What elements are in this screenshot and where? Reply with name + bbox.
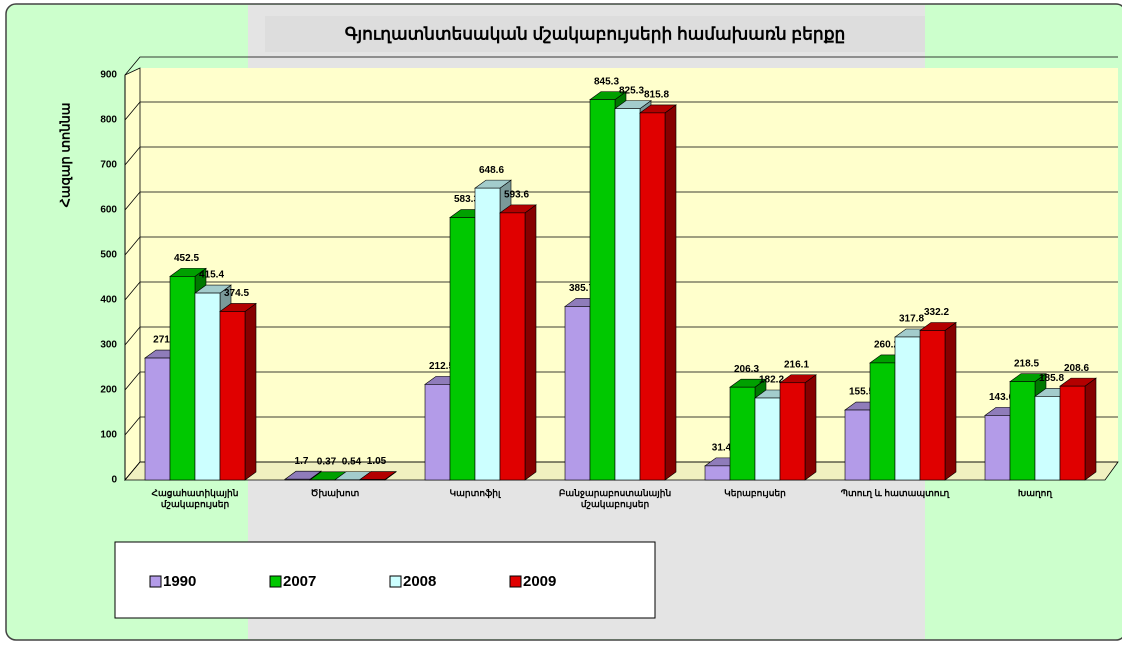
legend-label: 2008: [403, 573, 436, 590]
y-tick-label: 800: [100, 115, 117, 126]
data-label: 317.8: [899, 314, 924, 325]
x-tick-label-box: Պտուղ և հատապտուղ: [830, 488, 960, 528]
y-tick-label: 0: [111, 475, 117, 486]
y-tick-label: 100: [100, 430, 117, 441]
bar-side: [1085, 378, 1096, 480]
x-tick-label-box: Կարտոֆիլ: [410, 488, 540, 528]
legend-label: 2009: [523, 573, 556, 590]
data-label: 845.3: [594, 76, 619, 87]
bar-front: [565, 306, 590, 480]
bar-front: [730, 387, 755, 480]
data-label: 185.8: [1039, 373, 1064, 384]
bar-front: [1060, 386, 1085, 480]
bar-front: [220, 311, 245, 480]
bar: [640, 105, 676, 480]
bar-front: [1010, 382, 1035, 480]
x-tick-label: Խաղող: [970, 488, 1100, 499]
bar-side: [525, 205, 536, 480]
bar-front: [780, 383, 805, 480]
data-label: 206.3: [734, 364, 759, 375]
x-tick-label-box: Խաղող: [970, 488, 1100, 528]
data-label: 1.05: [367, 456, 387, 467]
y-tick-label: 300: [100, 340, 117, 351]
data-label: 593.6: [504, 190, 529, 201]
data-label: 0.54: [342, 456, 362, 467]
side-wall: [125, 68, 140, 480]
bar: [780, 375, 816, 480]
data-label: 216.1: [784, 359, 809, 370]
bar-front: [145, 358, 170, 480]
x-tick-label: Կարտոֆիլ: [410, 488, 540, 499]
bar-side: [945, 323, 956, 480]
x-tick-label: Բանջարաբոստանային մշակաբույսեր: [550, 488, 680, 510]
bar-front: [590, 100, 615, 480]
legend-swatch: [270, 576, 281, 587]
x-tick-label-box: Բանջարաբոստանային մշակաբույսեր: [550, 488, 680, 528]
bar-front: [1035, 396, 1060, 480]
bar-front: [640, 113, 665, 480]
data-label: 31.4: [712, 443, 732, 454]
data-label: 648.6: [479, 165, 504, 176]
data-label: 271: [153, 335, 170, 346]
y-tick-label: 700: [100, 160, 117, 171]
bar-front: [705, 466, 730, 480]
bar-front: [425, 384, 450, 480]
legend-label: 1990: [163, 573, 196, 590]
data-label: 218.5: [1014, 358, 1039, 369]
y-tick-label: 500: [100, 250, 117, 261]
bar-front: [475, 188, 500, 480]
data-label: 415.4: [199, 270, 224, 281]
bar-front: [845, 410, 870, 480]
bar-front: [985, 415, 1010, 480]
bar-side: [245, 303, 256, 480]
bar: [220, 303, 256, 480]
x-tick-label-box: Հացահատիկային մշակաբույսեր: [130, 488, 260, 528]
legend-label: 2007: [283, 573, 316, 590]
chart-title: Գյուղատնտեսական մշակաբույսերի համախառն բ…: [345, 24, 846, 43]
bar: [500, 205, 536, 480]
data-label: 332.2: [924, 307, 949, 318]
y-tick-label: 400: [100, 295, 117, 306]
legend-swatch: [150, 576, 161, 587]
data-label: 0.37: [317, 456, 337, 467]
x-tick-label-box: Կերաբույսեր: [690, 488, 820, 528]
data-label: 815.8: [644, 90, 669, 101]
bar-front: [500, 213, 525, 480]
legend-swatch: [390, 576, 401, 587]
bar-front: [285, 479, 310, 480]
y-tick-label: 200: [100, 385, 117, 396]
bar-side: [665, 105, 676, 480]
legend-swatch: [510, 576, 521, 587]
bar-front: [450, 218, 475, 480]
bar-front: [895, 337, 920, 480]
data-label: 374.5: [224, 288, 249, 299]
x-tick-label: Պտուղ և հատապտուղ: [830, 488, 960, 499]
x-tick-label: Կերաբույսեր: [690, 488, 820, 499]
bar-front: [170, 276, 195, 480]
bar: [1060, 378, 1096, 480]
bar: [920, 323, 956, 480]
data-label: 1.7: [295, 456, 309, 467]
data-label: 452.5: [174, 253, 199, 264]
bar-front: [755, 398, 780, 480]
y-axis-label: Հազար տոննա: [57, 103, 72, 208]
bar-front: [615, 109, 640, 480]
data-label: 825.3: [619, 85, 644, 96]
bar-front: [920, 331, 945, 480]
data-label: 208.6: [1064, 363, 1089, 374]
x-tick-label-box: Ծխախոտ: [270, 488, 400, 528]
x-tick-label: Ծխախոտ: [270, 488, 400, 499]
bar-front: [870, 363, 895, 480]
y-tick-label: 600: [100, 205, 117, 216]
bar-front: [195, 293, 220, 480]
bar-side: [805, 375, 816, 480]
y-tick-label: 900: [100, 70, 117, 81]
x-tick-label: Հացահատիկային մշակաբույսեր: [130, 488, 260, 510]
